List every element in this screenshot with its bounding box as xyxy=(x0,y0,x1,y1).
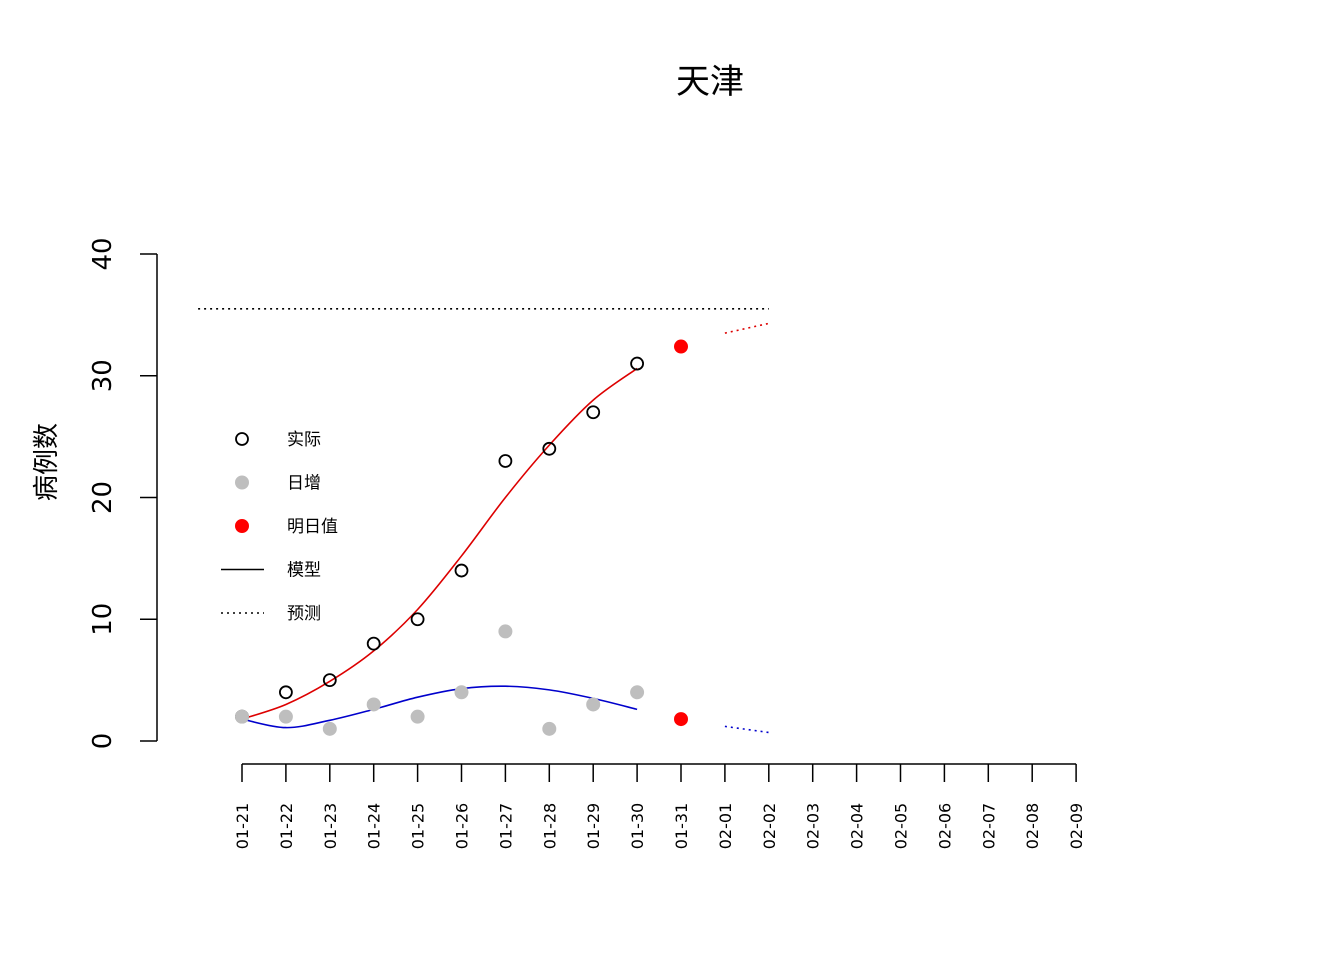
legend-label: 明日值 xyxy=(287,517,338,537)
legend-label: 实际 xyxy=(287,430,321,450)
legend-symbol-filled-circle xyxy=(235,475,249,490)
legend-label: 预测 xyxy=(287,604,321,624)
daily-increase-point xyxy=(322,721,337,736)
y-axis-label: 病例数 xyxy=(32,423,62,501)
x-tick-label: 01-24 xyxy=(365,803,384,850)
x-tick-label: 02-08 xyxy=(1023,803,1042,850)
forecast-line-7 xyxy=(724,725,769,734)
x-tick-label: 02-07 xyxy=(979,803,998,850)
x-tick-label: 01-26 xyxy=(453,803,472,850)
daily-increase-point xyxy=(454,685,469,700)
daily-increase-point xyxy=(278,709,293,724)
y-tick-label: 10 xyxy=(88,603,118,636)
actual-point xyxy=(410,612,425,627)
daily-increase-point xyxy=(235,709,249,724)
x-tick-label: 01-25 xyxy=(409,803,428,850)
x-tick-label: 01-29 xyxy=(584,803,603,850)
daily-increase-point xyxy=(630,685,645,700)
x-tick-label: 01-21 xyxy=(233,803,252,850)
legend-label: 日增 xyxy=(287,474,321,494)
y-axis: 0 10 20 30 40 xyxy=(88,237,158,750)
x-tick-label: 02-04 xyxy=(848,803,867,850)
x-tick-label: 02-09 xyxy=(1067,803,1086,850)
series-points xyxy=(235,339,688,736)
actual-point xyxy=(322,673,337,688)
daily-increase-point xyxy=(542,721,557,736)
legend-label: 模型 xyxy=(287,561,321,581)
daily-increase-point xyxy=(366,697,381,712)
actual-point xyxy=(366,636,381,651)
x-tick-label: 02-06 xyxy=(935,803,954,850)
series-lines xyxy=(198,307,769,734)
x-tick-label: 02-05 xyxy=(892,803,911,850)
y-tick-label: 20 xyxy=(88,481,118,514)
actual-point xyxy=(498,454,513,468)
y-tick-label: 30 xyxy=(88,359,118,392)
legend-symbol-filled-circle xyxy=(235,519,249,533)
actual-point xyxy=(630,356,644,371)
daily-increase-point xyxy=(586,697,601,712)
actual-point xyxy=(542,441,557,456)
actual-point xyxy=(278,685,293,700)
actual-point xyxy=(454,563,469,578)
forecast-line-6 xyxy=(724,322,769,334)
x-tick-label: 01-31 xyxy=(672,803,691,850)
legend-symbol-open-circle xyxy=(235,432,249,446)
x-tick-label: 01-30 xyxy=(628,803,647,850)
x-tick-label: 02-03 xyxy=(804,803,823,850)
y-tick-label: 40 xyxy=(88,237,118,270)
x-tick-label: 01-27 xyxy=(496,803,515,850)
x-tick-label: 01-22 xyxy=(277,803,296,850)
x-tick-label: 02-01 xyxy=(716,803,735,850)
daily-increase-point xyxy=(410,709,425,724)
chart-title: 天津 xyxy=(676,62,744,102)
daily-increase-point xyxy=(498,624,513,639)
x-tick-label: 01-23 xyxy=(321,803,340,850)
next-day-point xyxy=(674,712,688,727)
x-axis: 01-21 01-22 01-23 01-24 01-25 01-26 01-27 01-28… xyxy=(233,763,1086,850)
x-tick-label: 01-28 xyxy=(540,803,559,850)
actual-point xyxy=(586,405,601,420)
x-tick-label: 02-02 xyxy=(760,803,779,850)
y-tick-label: 0 xyxy=(88,733,118,750)
model-line-4 xyxy=(241,685,638,729)
next-day-point xyxy=(674,339,688,354)
model-line-3 xyxy=(241,367,638,720)
